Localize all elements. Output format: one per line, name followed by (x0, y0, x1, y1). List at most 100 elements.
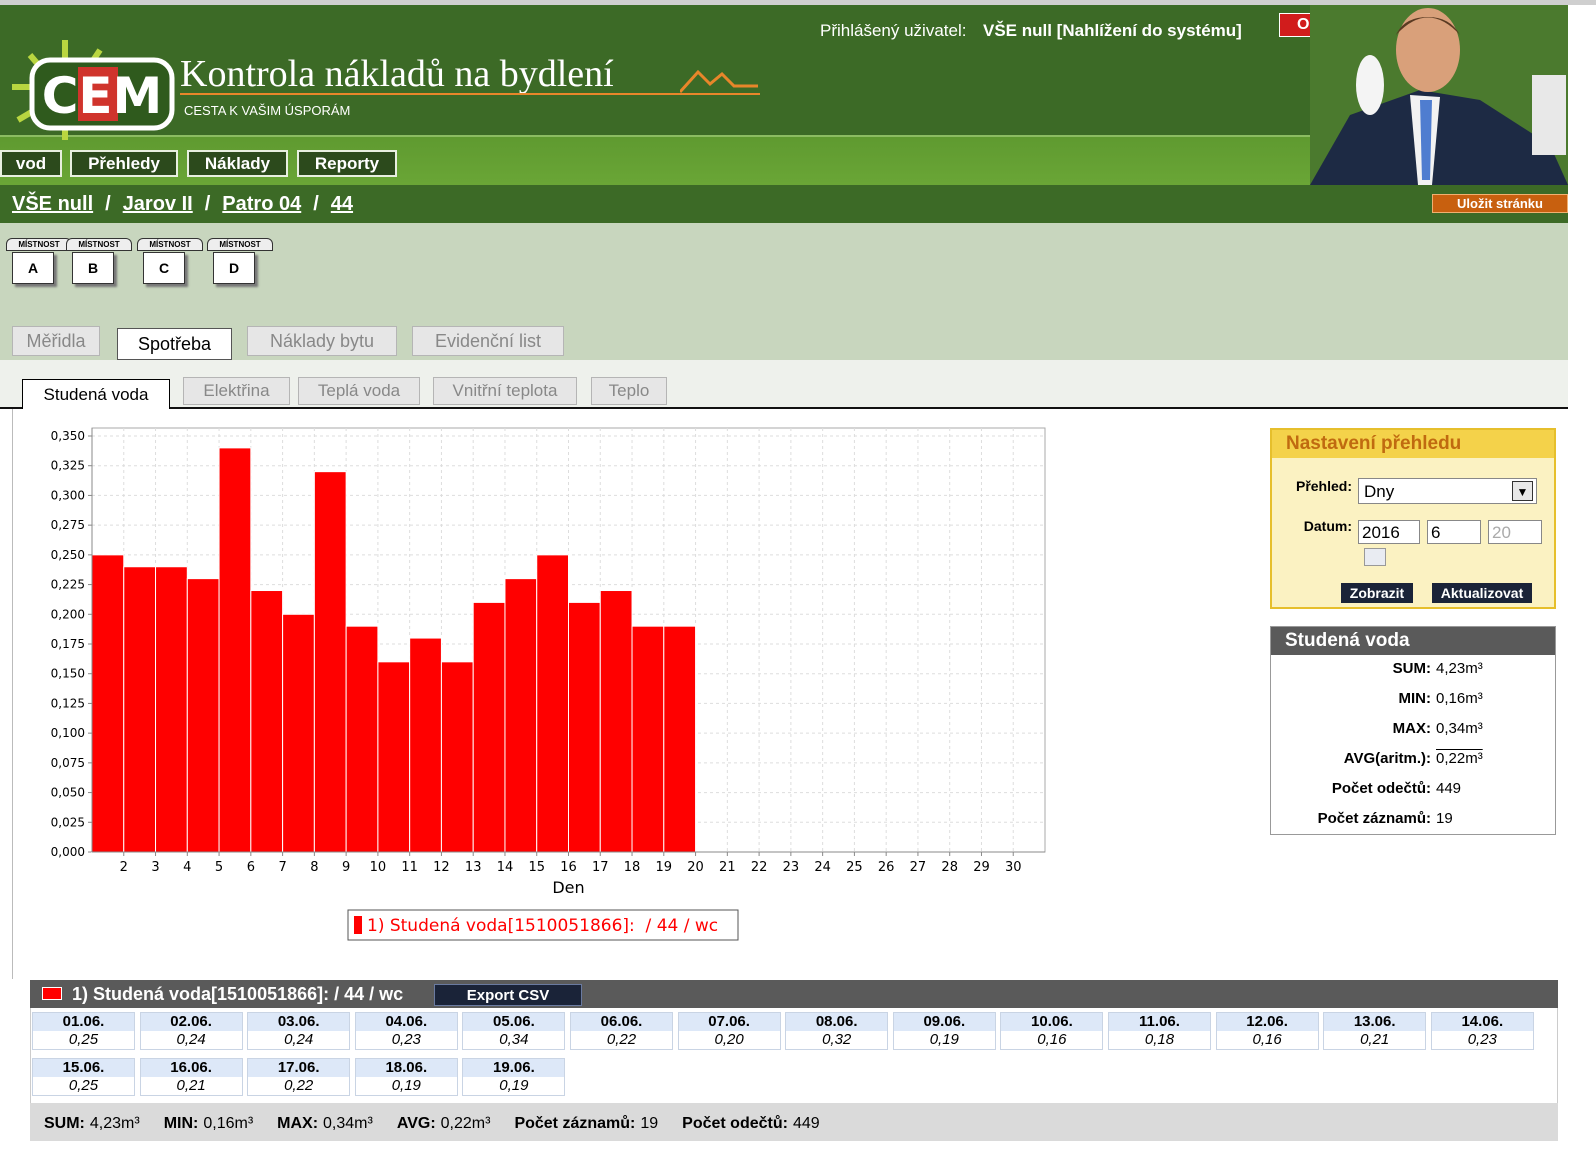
stats-label: Počet záznamů: (1271, 810, 1436, 840)
cell-date: 04.06. (356, 1013, 457, 1031)
x-tick-label: 23 (783, 860, 800, 875)
stats-rows: SUM:4,23m³MIN:0,16m³MAX:0,34m³AVG(aritm.… (1271, 660, 1555, 840)
logo: CEM (10, 35, 180, 145)
page: CEM Kontrola nákladů na bydlení CESTA K … (0, 0, 1596, 1153)
subtab[interactable]: Teplá voda (298, 377, 420, 405)
bar (251, 591, 283, 852)
bar (569, 602, 601, 852)
calendar-icon[interactable] (1364, 548, 1386, 566)
nav-button[interactable]: vod (0, 150, 62, 177)
breadcrumb-separator: / (205, 193, 211, 216)
bar (632, 626, 664, 852)
x-tick-label: 7 (278, 860, 286, 875)
breadcrumb-link[interactable]: Patro 04 (222, 193, 301, 216)
subtab[interactable]: Studená voda (22, 379, 170, 409)
summary-value: 19 (640, 1115, 658, 1129)
stats-label: Počet odečtů: (1271, 780, 1436, 810)
nav-button[interactable]: Reporty (297, 150, 397, 177)
date-year[interactable]: 2016 (1358, 520, 1420, 544)
room-tag: MÍSTNOST (66, 238, 132, 251)
cell-value: 0,24 (248, 1031, 349, 1050)
table-cell: 03.06.0,24 (247, 1012, 350, 1050)
tab[interactable]: Spotřeba (117, 328, 232, 360)
tab[interactable]: Měřidla (12, 326, 100, 356)
stats-row: Počet odečtů:449 (1271, 780, 1555, 810)
tab-line (0, 407, 1568, 409)
x-axis-title: Den (552, 878, 584, 897)
x-tick-label: 26 (878, 860, 895, 875)
cell-value: 0,20 (679, 1031, 780, 1050)
x-tick-label: 5 (215, 860, 223, 875)
date-month[interactable]: 6 (1427, 520, 1481, 544)
nav-button[interactable]: Přehledy (70, 150, 178, 177)
table-cell: 06.06.0,22 (570, 1012, 673, 1050)
x-tick-label: 22 (751, 860, 768, 875)
bar (664, 626, 696, 852)
show-button[interactable]: Zobrazit (1341, 583, 1413, 603)
stats-row: MIN:0,16m³ (1271, 690, 1555, 720)
room-button[interactable]: D (213, 252, 255, 284)
cell-value: 0,24 (141, 1031, 242, 1050)
cell-date: 13.06. (1324, 1013, 1425, 1031)
stats-row: AVG(aritm.):0,22m³ (1271, 750, 1555, 780)
site-subtitle: CESTA K VAŠIM ÚSPORÁM (184, 103, 350, 118)
cell-value: 0,19 (463, 1077, 564, 1096)
cell-date: 07.06. (679, 1013, 780, 1031)
cell-date: 10.06. (1001, 1013, 1102, 1031)
x-tick-label: 29 (973, 860, 990, 875)
stats-row: MAX:0,34m³ (1271, 720, 1555, 750)
subtab[interactable]: Teplo (591, 377, 667, 405)
stats-value: 4,23m³ (1436, 660, 1483, 690)
select-arrow[interactable]: ▼ (1512, 481, 1533, 501)
export-csv-button[interactable]: Export CSV (434, 984, 582, 1006)
x-tick-label: 2 (120, 860, 128, 875)
room-button[interactable]: B (72, 252, 114, 284)
logo-text: CEM (42, 67, 163, 125)
cell-value: 0,21 (1324, 1031, 1425, 1050)
overview-select[interactable]: Dny (1358, 478, 1537, 504)
x-tick-label: 11 (401, 860, 418, 875)
breadcrumb-link[interactable]: Jarov II (123, 193, 193, 216)
bar (156, 567, 188, 852)
cell-date: 03.06. (248, 1013, 349, 1031)
room-button[interactable]: C (143, 252, 185, 284)
breadcrumb-separator: / (313, 193, 319, 216)
bar (600, 591, 632, 852)
header-photo (1310, 5, 1568, 185)
x-tick-label: 16 (560, 860, 577, 875)
bar (124, 567, 156, 852)
summary-label: AVG: (397, 1115, 436, 1129)
summary-value: 449 (793, 1115, 820, 1129)
cell-date: 12.06. (1217, 1013, 1318, 1031)
table-cell: 16.06.0,21 (140, 1058, 243, 1096)
bar (473, 602, 505, 852)
y-tick-label: 0,150 (51, 667, 85, 681)
breadcrumb-link[interactable]: 44 (331, 193, 353, 216)
nav-button[interactable]: Náklady (187, 150, 288, 177)
bar (187, 579, 219, 852)
y-tick-label: 0,050 (51, 786, 85, 800)
y-tick-label: 0,100 (51, 726, 85, 740)
cell-value: 0,34 (463, 1031, 564, 1050)
cell-date: 06.06. (571, 1013, 672, 1031)
table-cell: 19.06.0,19 (462, 1058, 565, 1096)
cell-value: 0,18 (1109, 1031, 1210, 1050)
subtab[interactable]: Vnitřní teplota (433, 377, 577, 405)
tab[interactable]: Náklady bytu (247, 326, 397, 356)
table-cell: 17.06.0,22 (247, 1058, 350, 1096)
cell-date: 08.06. (786, 1013, 887, 1031)
summary-label: SUM: (44, 1115, 85, 1129)
x-tick-label: 19 (656, 860, 673, 875)
breadcrumb-link[interactable]: VŠE null (12, 193, 93, 216)
update-button[interactable]: Aktualizovat (1432, 583, 1532, 603)
subtab[interactable]: Elektřina (183, 377, 290, 405)
user-name: VŠE null [Nahlížení do systému] (983, 21, 1242, 41)
site-title: Kontrola nákladů na bydlení (180, 52, 614, 96)
room-tag: MÍSTNOST (207, 238, 273, 251)
room-button[interactable]: A (12, 252, 54, 284)
save-page-button[interactable]: Uložit stránku (1432, 194, 1568, 213)
summary-label: Počet záznamů: (514, 1115, 635, 1129)
tab[interactable]: Evidenční list (412, 326, 564, 356)
date-day[interactable]: 20 (1488, 520, 1542, 544)
stats-label: AVG(aritm.): (1271, 750, 1436, 780)
